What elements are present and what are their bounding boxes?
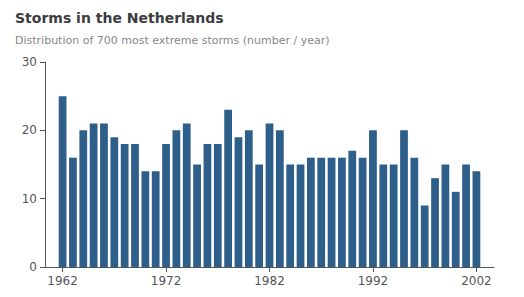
svg-text:20: 20 <box>22 123 37 137</box>
svg-text:10: 10 <box>22 192 37 206</box>
svg-text:30: 30 <box>22 55 37 69</box>
svg-text:Storms in the Netherlands: Storms in the Netherlands <box>15 10 224 26</box>
svg-text:Distribution of 700 most extre: Distribution of 700 most extreme storms … <box>15 34 329 47</box>
svg-text:0: 0 <box>29 260 37 274</box>
svg-text:1992: 1992 <box>358 274 389 288</box>
svg-text:1962: 1962 <box>47 274 78 288</box>
svg-text:1982: 1982 <box>254 274 285 288</box>
svg-text:2002: 2002 <box>461 274 492 288</box>
svg-text:1972: 1972 <box>151 274 182 288</box>
